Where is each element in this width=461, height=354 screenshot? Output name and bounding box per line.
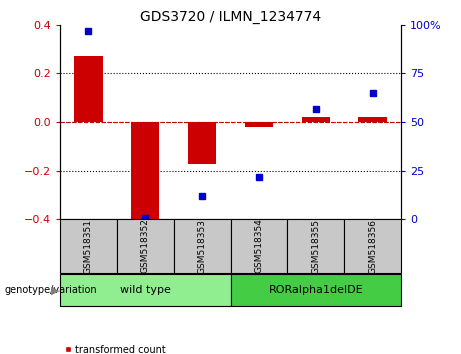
Bar xyxy=(60,219,117,273)
Text: genotype/variation: genotype/variation xyxy=(5,285,97,295)
Bar xyxy=(358,117,387,122)
Bar xyxy=(287,219,344,273)
Bar xyxy=(301,117,330,122)
Bar xyxy=(131,122,160,222)
Bar xyxy=(174,219,230,273)
Text: RORalpha1delDE: RORalpha1delDE xyxy=(268,285,363,295)
Legend: transformed count, percentile rank within the sample: transformed count, percentile rank withi… xyxy=(65,345,240,354)
Text: GSM518356: GSM518356 xyxy=(368,218,377,274)
Bar xyxy=(74,56,102,122)
Text: wild type: wild type xyxy=(120,285,171,295)
Text: GSM518355: GSM518355 xyxy=(311,218,320,274)
Text: GSM518354: GSM518354 xyxy=(254,218,263,274)
Title: GDS3720 / ILMN_1234774: GDS3720 / ILMN_1234774 xyxy=(140,10,321,24)
Text: GSM518353: GSM518353 xyxy=(198,218,207,274)
Bar xyxy=(344,219,401,273)
Bar xyxy=(188,122,216,164)
Bar xyxy=(245,122,273,127)
Bar xyxy=(230,219,287,273)
Text: GSM518352: GSM518352 xyxy=(141,218,150,274)
Text: ▶: ▶ xyxy=(51,285,59,295)
Text: GSM518351: GSM518351 xyxy=(84,218,93,274)
Bar xyxy=(230,274,401,306)
Bar xyxy=(117,219,174,273)
Bar xyxy=(60,274,230,306)
